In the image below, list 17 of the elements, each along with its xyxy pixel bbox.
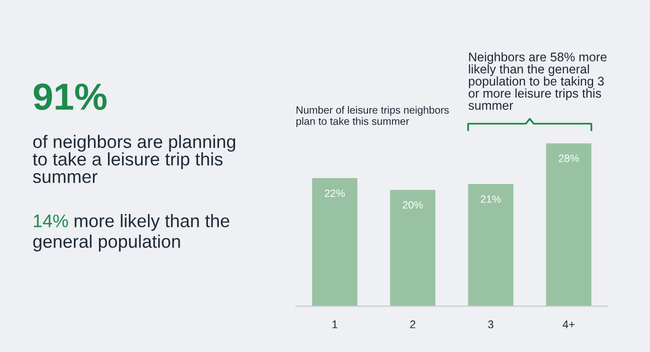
data-label: 22%	[324, 190, 345, 197]
text: Neighbors are 58% more likely than the general population to be taking 3 or more leisure trips this summer	[468, 52, 607, 110]
x-tick-label: 2	[410, 320, 416, 328]
text: 14% more likely than the general population	[33, 214, 230, 252]
text: of neighbors are planning to take a leisure trip this summer	[32, 134, 236, 184]
bar	[546, 143, 592, 306]
bar	[390, 190, 436, 306]
x-tick-label: 4+	[562, 320, 575, 328]
text: 91%	[34, 83, 107, 110]
bar	[312, 178, 358, 306]
data-label: 20%	[402, 201, 423, 209]
x-tick-label: 1	[332, 320, 338, 328]
x-tick-label: 3	[488, 320, 494, 328]
data-label: 21%	[480, 195, 501, 203]
bar	[468, 184, 514, 306]
data-label: 28%	[558, 154, 579, 162]
chart-title: Number of leisure trips neighbors plan to take this summer	[296, 106, 449, 127]
